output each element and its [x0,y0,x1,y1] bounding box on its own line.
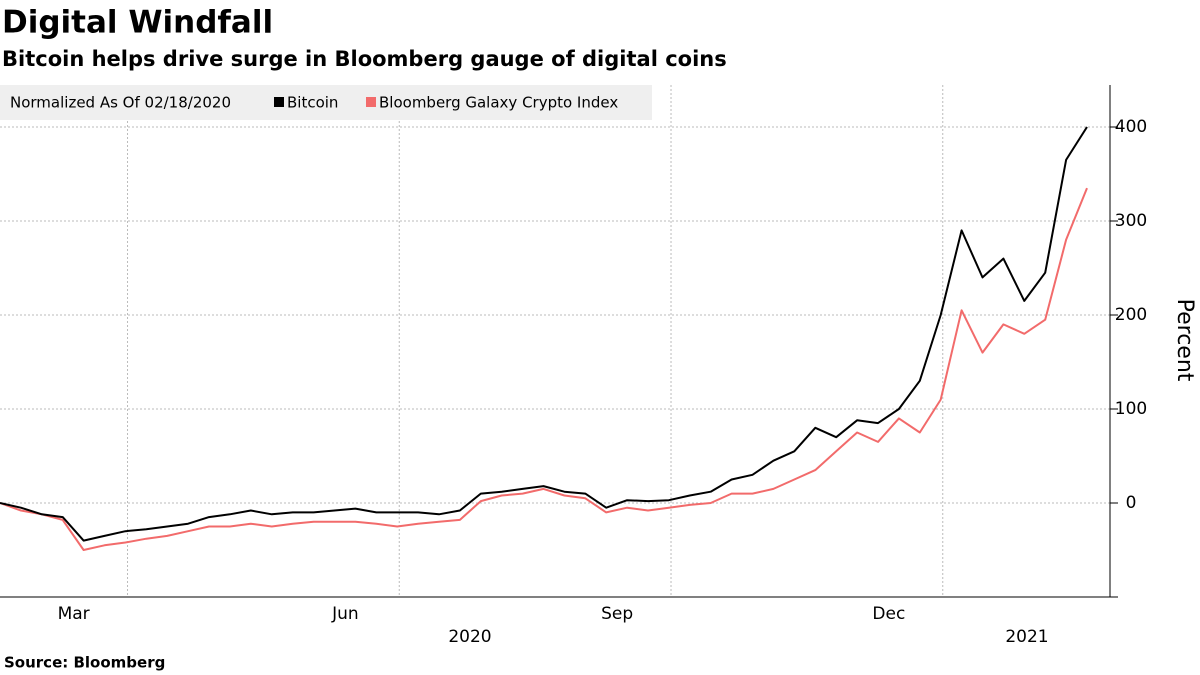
year-label: 2020 [448,627,491,647]
chart-title: Digital Windfall [2,5,273,41]
year-label: 2021 [1005,627,1048,647]
legend-swatch [366,97,376,107]
source: Source: Bloomberg [4,654,165,672]
x-tick-label: Jun [331,604,359,624]
series-line [0,187,1088,551]
x-tick-label: Dec [872,604,905,624]
y-tick-label: 300 [1115,211,1147,231]
y-tick-label: 100 [1115,399,1147,419]
legend-label: Bitcoin [287,94,338,112]
legend-box [0,85,652,120]
legend-label: Bloomberg Galaxy Crypto Index [379,94,618,112]
y-axis-label: Percent [1172,299,1197,382]
x-tick-label: Sep [601,604,633,624]
y-tick-label: 200 [1115,305,1147,325]
legend-swatch [274,97,284,107]
x-tick-label: Mar [58,604,90,624]
y-tick-label: 0 [1126,493,1137,513]
legend-title: Normalized As Of 02/18/2020 [10,94,231,112]
y-tick-label: 400 [1115,117,1147,137]
series-line [0,126,1088,542]
chart-subtitle: Bitcoin helps drive surge in Bloomberg g… [2,47,727,71]
